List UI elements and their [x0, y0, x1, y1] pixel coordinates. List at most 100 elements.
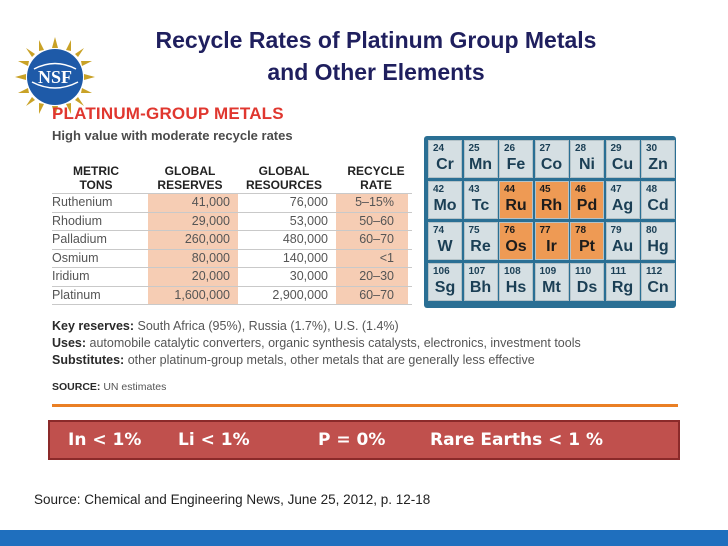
resources-value: 30,000 — [289, 269, 328, 283]
element-number: 45 — [539, 184, 551, 195]
element-symbol: Pt — [579, 238, 595, 255]
element-symbol: Cd — [647, 197, 669, 214]
element-symbol: Bh — [469, 279, 492, 296]
key-reserves-text: South Africa (95%), Russia (1.7%), U.S. … — [137, 319, 399, 333]
reserves-value: 260,000 — [148, 231, 238, 249]
element-cell: 107 Bh — [463, 263, 498, 301]
uses-text: automobile catalytic converters, organic… — [89, 336, 581, 350]
element-symbol: Ru — [505, 197, 527, 214]
element-symbol: Cr — [436, 156, 454, 173]
element-cell: 106 Sg — [428, 263, 462, 301]
element-cell: 26 Fe — [499, 140, 533, 178]
element-number: 47 — [610, 184, 622, 195]
resources-value: 2,900,000 — [272, 287, 328, 302]
element-symbol: Ds — [576, 279, 598, 296]
notes-block: Key reserves: South Africa (95%), Russia… — [52, 318, 672, 369]
element-cell: 80 Hg — [641, 222, 675, 260]
metal-name: Ruthenium — [52, 195, 113, 209]
reserves-value: 20,000 — [148, 268, 238, 286]
header-metric-tons-line2: TONS — [79, 178, 113, 192]
banner-phosphorus: P = 0% — [318, 430, 386, 450]
element-cell: 29 Cu — [605, 140, 640, 178]
header-global-reserves: GLOBAL RESERVES — [148, 164, 232, 192]
element-number: 77 — [539, 225, 551, 236]
element-number: 30 — [646, 143, 658, 154]
header-global-reserves-line2: RESERVES — [157, 178, 223, 192]
element-symbol: Ni — [579, 156, 595, 173]
metal-name: Platinum — [52, 287, 101, 302]
element-number: 28 — [575, 143, 587, 154]
reserves-value: 29,000 — [148, 212, 238, 230]
periodic-table-excerpt: 24 Cr 25 Mn 26 Fe 27 Co 28 Ni 29 Cu 30 Zn 42 Mo 43 Tc 44 Ru… — [424, 136, 676, 308]
element-symbol: Zn — [648, 156, 668, 173]
substitutes-text: other platinum-group metals, other metal… — [127, 353, 535, 367]
recycle-rate-value: 20–30 — [336, 268, 408, 286]
recycle-rate-value: 60–70 — [336, 286, 408, 304]
element-number: 79 — [610, 225, 622, 236]
pgm-subheading: High value with moderate recycle rates — [52, 128, 293, 143]
nsf-logo-text: NSF — [38, 67, 72, 87]
element-symbol: Rg — [611, 279, 634, 296]
source-label: SOURCE: — [52, 381, 101, 393]
element-cell: 44 Ru — [499, 181, 533, 219]
element-number: 108 — [504, 266, 521, 277]
nsf-logo: NSF — [15, 37, 95, 117]
element-symbol: Au — [611, 238, 634, 255]
header-global-resources-line1: GLOBAL — [258, 164, 310, 178]
resources-value: 140,000 — [282, 250, 328, 265]
element-number: 25 — [468, 143, 480, 154]
element-number: 43 — [468, 184, 480, 195]
element-cell: 27 Co — [534, 140, 569, 178]
source-text: UN estimates — [103, 381, 167, 393]
header-metric-tons: METRIC TONS — [60, 164, 132, 192]
element-cell: 111 Rg — [605, 263, 640, 301]
banner-lithium: Li < 1% — [178, 430, 250, 450]
element-number: 48 — [646, 184, 658, 195]
recycle-rate-banner: In < 1% Li < 1% P = 0% Rare Earths < 1 % — [48, 420, 680, 460]
element-cell: 75 Re — [463, 222, 498, 260]
element-cell: 48 Cd — [641, 181, 675, 219]
element-cell: 47 Ag — [605, 181, 640, 219]
slide-title-line2: and Other Elements — [267, 59, 485, 85]
element-number: 76 — [504, 225, 516, 236]
element-symbol: Ag — [611, 197, 634, 214]
element-number: 44 — [504, 184, 516, 195]
element-number: 24 — [433, 143, 445, 154]
element-number: 110 — [575, 266, 592, 277]
element-number: 106 — [433, 266, 450, 277]
element-symbol: Sg — [434, 279, 456, 296]
element-cell: 109 Mt — [534, 263, 569, 301]
element-cell: 43 Tc — [463, 181, 498, 219]
uses-line: Uses: automobile catalytic converters, o… — [52, 335, 672, 352]
element-number: 46 — [575, 184, 587, 195]
element-cell: 112 Cn — [641, 263, 675, 301]
table-row: Ruthenium 41,000 76,000 5–15% — [52, 193, 412, 212]
element-symbol: Fe — [506, 156, 526, 173]
element-symbol: Cu — [611, 156, 634, 173]
un-source-line: SOURCE: UN estimates — [52, 381, 166, 393]
recycle-rate-value: 5–15% — [336, 194, 408, 212]
metal-name: Rhodium — [52, 213, 103, 228]
element-cell: 24 Cr — [428, 140, 462, 178]
resources-value: 53,000 — [289, 213, 328, 228]
element-number: 80 — [646, 225, 658, 236]
substitutes-label: Substitutes: — [52, 353, 125, 367]
header-recycle-rate-line2: RATE — [360, 178, 392, 192]
element-cell: 78 Pt — [570, 222, 604, 260]
substitutes-line: Substitutes: other platinum-group metals… — [52, 352, 672, 369]
uses-label: Uses: — [52, 336, 87, 350]
slide-title: Recycle Rates of Platinum Group Metals a… — [96, 24, 656, 88]
resources-value: 76,000 — [289, 195, 328, 209]
element-cell: 79 Au — [605, 222, 640, 260]
element-cell: 30 Zn — [641, 140, 675, 178]
element-symbol: Pd — [576, 197, 598, 214]
metal-name: Iridium — [52, 269, 90, 283]
table-row: Platinum 1,600,000 2,900,000 60–70 — [52, 285, 412, 305]
recycle-rate-value: 50–60 — [336, 212, 408, 230]
footnote-source: Source: Chemical and Engineering News, J… — [34, 492, 431, 507]
element-number: 107 — [468, 266, 486, 277]
table-body: Ruthenium 41,000 76,000 5–15% Rhodium 29… — [52, 193, 412, 305]
metal-name: Palladium — [52, 232, 107, 246]
element-cell: 76 Os — [499, 222, 533, 260]
header-global-resources-line2: RESOURCES — [245, 178, 322, 192]
